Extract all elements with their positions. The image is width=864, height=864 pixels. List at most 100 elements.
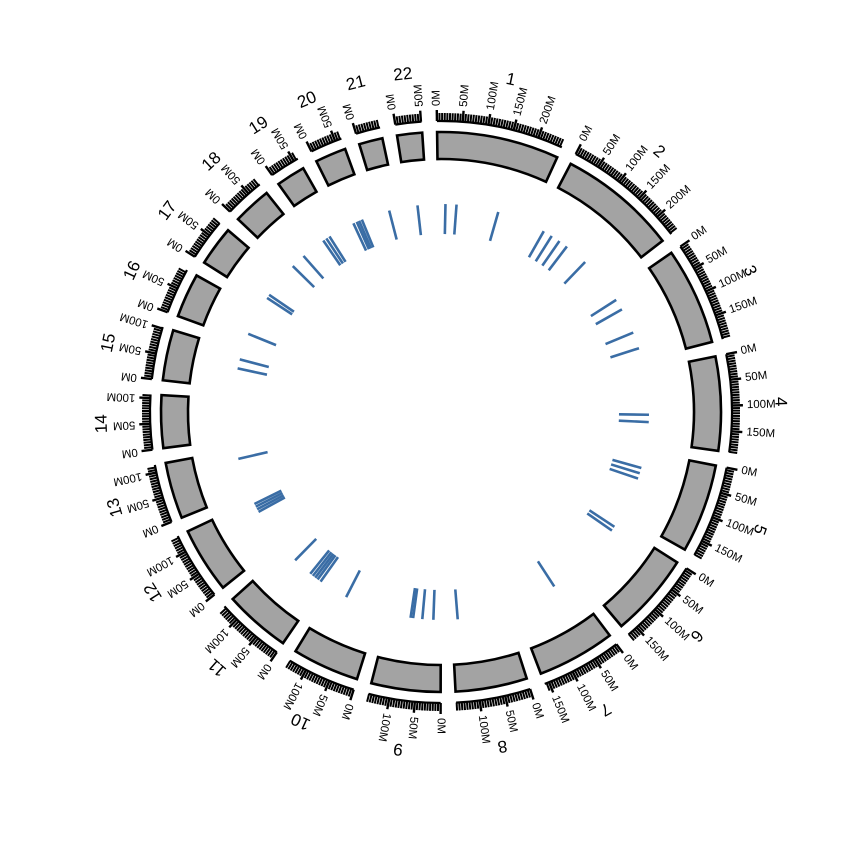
tick-label: 100M: [485, 81, 502, 111]
minor-tick: [630, 631, 637, 640]
minor-tick: [179, 553, 188, 559]
minor-tick: [155, 499, 164, 504]
tick-label: 50M: [118, 340, 142, 356]
minor-tick: [495, 118, 499, 127]
minor-tick: [148, 474, 158, 478]
minor-tick: [622, 178, 630, 186]
chromosome-blocks: [159, 130, 723, 694]
minor-tick: [166, 291, 175, 297]
minor-tick: [182, 557, 191, 564]
minor-tick: [729, 445, 738, 449]
minor-tick: [196, 238, 205, 245]
minor-tick: [628, 183, 636, 191]
minor-tick: [147, 469, 157, 473]
tick-label: 0M: [141, 522, 160, 539]
major-tick: [730, 377, 742, 381]
minor-tick: [469, 114, 473, 123]
minor-tick: [630, 185, 638, 193]
minor-tick: [174, 274, 183, 281]
minor-tick: [586, 152, 592, 161]
minor-tick: [229, 199, 237, 207]
major-tick: [731, 430, 743, 434]
tick-label: 0M: [292, 121, 310, 141]
minor-tick: [368, 694, 373, 703]
minor-tick: [236, 624, 244, 632]
minor-tick: [705, 530, 715, 536]
minor-tick: [148, 345, 158, 350]
minor-tick: [248, 181, 256, 190]
major-tick: [679, 239, 691, 248]
minor-tick: [172, 279, 181, 285]
tick-label: 50M: [270, 126, 292, 151]
chromosome-block-6: [602, 546, 679, 628]
chromosome-label-13: 13: [103, 496, 127, 520]
major-tick: [329, 130, 337, 142]
minor-tick: [160, 513, 170, 519]
minor-tick: [165, 293, 174, 299]
minor-tick: [544, 132, 550, 141]
minor-tick: [647, 201, 655, 209]
minor-tick: [150, 481, 159, 486]
tick-label: 150M: [549, 694, 571, 725]
chromosome-label-17: 17: [154, 197, 181, 224]
segment-chr2: [534, 235, 553, 263]
minor-tick: [373, 695, 378, 704]
minor-tick: [403, 115, 407, 124]
major-tick: [144, 350, 157, 355]
segment-chr3: [610, 346, 640, 359]
axis-line-chr6: [627, 567, 688, 636]
minor-tick: [680, 576, 688, 583]
tick-label: 50M: [228, 645, 251, 670]
minor-tick: [678, 578, 687, 585]
axis-line-chr3: [679, 245, 724, 340]
minor-tick: [659, 602, 667, 610]
tick-label: 50M: [503, 709, 520, 733]
segment-chr17: [266, 296, 293, 316]
minor-tick: [149, 476, 158, 481]
minor-tick: [392, 699, 396, 708]
minor-tick: [731, 432, 740, 436]
minor-tick: [175, 272, 184, 278]
minor-tick: [199, 234, 208, 241]
minor-tick: [592, 659, 598, 668]
minor-tick: [173, 541, 182, 548]
minor-tick: [204, 227, 212, 235]
segment-chr2: [547, 245, 568, 272]
minor-tick: [590, 155, 597, 164]
minor-tick: [666, 594, 674, 602]
minor-tick: [472, 114, 475, 123]
chromosome-label-5: 5: [749, 522, 770, 537]
minor-tick: [289, 663, 296, 671]
minor-tick: [717, 501, 726, 507]
minor-tick: [507, 120, 512, 130]
minor-tick: [532, 128, 537, 137]
minor-tick: [319, 138, 325, 147]
minor-tick: [728, 367, 737, 371]
minor-tick: [143, 443, 152, 447]
minor-tick: [398, 115, 402, 124]
minor-tick: [650, 612, 658, 620]
minor-tick: [210, 219, 219, 227]
chromosome-label-7: 7: [597, 699, 614, 720]
minor-tick: [674, 584, 682, 591]
minor-tick: [143, 440, 152, 444]
major-tick: [705, 285, 717, 293]
minor-tick: [190, 570, 199, 577]
segment-chr17: [268, 293, 295, 313]
major-tick: [715, 310, 727, 317]
axis-line-chr12: [176, 535, 216, 596]
minor-tick: [463, 701, 467, 711]
axis-line-chr4: [725, 354, 734, 453]
minor-tick: [614, 171, 621, 180]
minor-tick: [607, 167, 615, 175]
minor-tick: [284, 156, 291, 165]
minor-tick: [643, 197, 651, 205]
tick-label: 50M: [141, 267, 166, 287]
major-tick: [200, 227, 211, 237]
chromosome-block-7: [529, 612, 612, 676]
chromosome-label-9: 9: [392, 739, 404, 759]
minor-tick: [149, 343, 158, 347]
major-tick: [597, 157, 606, 168]
major-tick: [160, 520, 172, 528]
minor-tick: [275, 161, 282, 170]
